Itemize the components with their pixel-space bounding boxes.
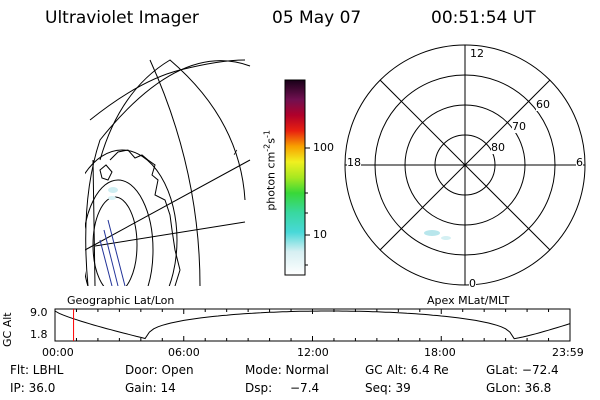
meridian xyxy=(99,239,113,286)
geographic-label: Geographic Lat/Lon xyxy=(67,294,175,307)
mlt-label-0: 0 xyxy=(469,277,476,290)
longitude-line xyxy=(149,59,201,286)
info-gcalt: GC Alt: 6.4 Re xyxy=(365,363,449,377)
polar-diagonal xyxy=(379,79,551,251)
lat-label-70: 70 xyxy=(512,120,526,133)
latitude-line xyxy=(85,159,251,251)
coastline xyxy=(109,149,181,286)
info-ip: IP: 36.0 xyxy=(10,381,56,395)
aurora-patch xyxy=(441,236,451,240)
latitude-line xyxy=(94,221,246,247)
meridian xyxy=(107,219,126,286)
x-tick-1200: 12:00 xyxy=(297,346,329,359)
colorbar xyxy=(284,79,310,276)
y-tick-low: 1.8 xyxy=(30,328,48,341)
limb-arc xyxy=(99,59,246,201)
info-gain: Gain: 14 xyxy=(125,381,176,395)
y-tick-high: 9.0 xyxy=(30,306,48,319)
lat-label-60: 60 xyxy=(536,98,550,111)
meridian xyxy=(92,159,96,286)
colorbar-tick-100: 100 xyxy=(313,141,334,154)
date-label: 05 May 07 xyxy=(272,8,362,28)
info-mode: Mode: Normal xyxy=(245,363,329,377)
app-title: Ultraviolet Imager xyxy=(45,8,199,28)
apex-label: Apex MLat/MLT xyxy=(427,294,510,307)
aurora-patch xyxy=(108,187,118,193)
info-flt: Flt: LBHL xyxy=(10,363,64,377)
colorbar-gradient xyxy=(284,79,306,276)
lat-label-80: 80 xyxy=(491,141,505,154)
x-tick-0600: 06:00 xyxy=(168,346,200,359)
mlt-label-12: 12 xyxy=(470,47,484,60)
time-label: 00:51:54 UT xyxy=(431,8,536,28)
longitude-line xyxy=(89,59,246,121)
map-mark: − xyxy=(230,147,242,159)
info-glat: GLat: −72.4 xyxy=(486,363,559,377)
lat-circle xyxy=(85,179,154,286)
mlt-label-6: 6 xyxy=(576,156,583,169)
x-tick-2359: 23:59 xyxy=(552,346,584,359)
x-tick-0000: 00:00 xyxy=(42,346,74,359)
meridian xyxy=(103,229,119,286)
aurora-patch xyxy=(424,230,440,236)
aurora-patch xyxy=(108,196,116,200)
limb-arc xyxy=(85,60,251,286)
coastline xyxy=(99,164,113,181)
x-tick-1800: 18:00 xyxy=(424,346,456,359)
colorbar-tick-10: 10 xyxy=(313,228,327,241)
altitude-curve xyxy=(54,310,571,340)
lat-circle xyxy=(85,149,178,286)
info-dsp: Dsp: xyxy=(245,381,273,395)
timeline-ylabel: GC Alt xyxy=(1,312,14,347)
info-door: Door: Open xyxy=(125,363,194,377)
info-dsp-value: −7.4 xyxy=(290,381,320,395)
info-seq: Seq: 39 xyxy=(365,381,411,395)
mlt-label-18: 18 xyxy=(347,156,361,169)
info-glon: GLon: 36.8 xyxy=(486,381,552,395)
